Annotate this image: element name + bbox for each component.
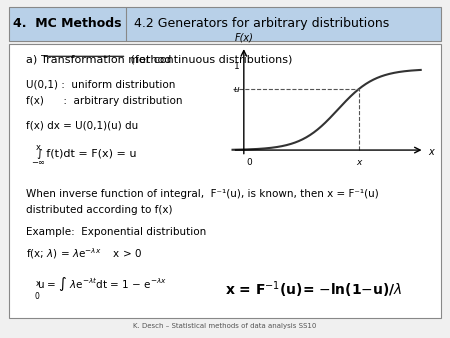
FancyBboxPatch shape [9,44,441,318]
Text: a): a) [26,55,41,65]
Text: f(x)      :  arbitrary distribution: f(x) : arbitrary distribution [26,96,183,106]
Text: x: x [356,158,361,167]
Text: Example:  Exponential distribution: Example: Exponential distribution [26,227,207,237]
Text: u = $\int$ $\lambda$e$^{-\lambda t}$dt = 1 $-$ e$^{-\lambda x}$: u = $\int$ $\lambda$e$^{-\lambda t}$dt =… [37,275,167,293]
Text: 4.  MC Methods: 4. MC Methods [14,17,122,30]
Text: x: x [428,147,434,157]
Text: f(x) dx = U(0,1)(u) du: f(x) dx = U(0,1)(u) du [26,121,139,130]
Text: U(0,1) :  uniform distribution: U(0,1) : uniform distribution [26,79,176,90]
Text: x: x [36,143,41,151]
Text: Transformation method: Transformation method [41,55,172,65]
Text: ∫ f(t)dt = F(x) = u: ∫ f(t)dt = F(x) = u [37,149,137,159]
Text: K. Desch – Statistical methods of data analysis SS10: K. Desch – Statistical methods of data a… [133,323,317,329]
Text: 0: 0 [247,158,252,167]
Text: u: u [234,85,239,94]
Text: 4.2 Generators for arbitrary distributions: 4.2 Generators for arbitrary distributio… [134,17,390,30]
Text: x: x [36,280,40,288]
Text: 0: 0 [34,292,39,301]
Text: −∞: −∞ [32,158,45,167]
Text: x = F$^{-1}$(u)= $-$ln(1$-$u)/$\lambda$: x = F$^{-1}$(u)= $-$ln(1$-$u)/$\lambda$ [225,280,403,300]
FancyBboxPatch shape [9,7,441,41]
Text: F(x): F(x) [234,33,253,43]
Text: When inverse function of integral,  F⁻¹(u), is known, then x = F⁻¹(u): When inverse function of integral, F⁻¹(u… [26,189,379,199]
Text: 1: 1 [234,62,239,71]
Text: (for continuous distributions): (for continuous distributions) [127,55,292,65]
Text: distributed according to f(x): distributed according to f(x) [26,206,173,215]
Text: f(x; $\lambda$) = $\lambda$e$^{-\lambda x}$    x > 0: f(x; $\lambda$) = $\lambda$e$^{-\lambda … [26,246,143,261]
